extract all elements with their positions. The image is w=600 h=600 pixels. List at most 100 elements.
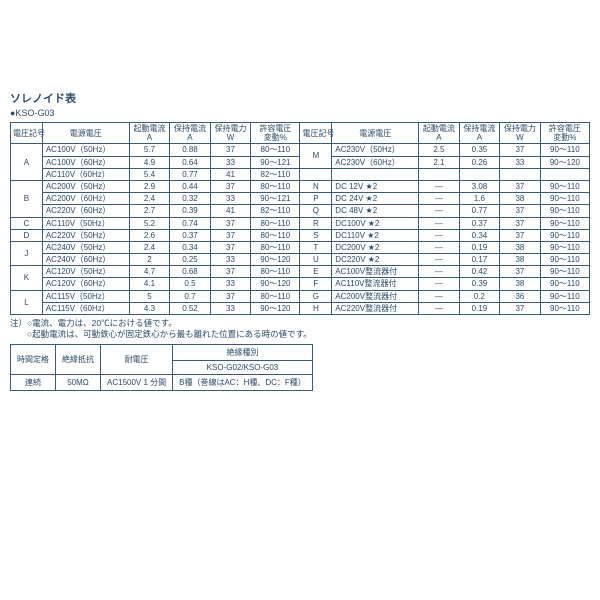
cell: DC220V ★2: [332, 254, 419, 266]
cell: 82～110: [251, 205, 300, 217]
cell: 33: [210, 156, 251, 168]
cell: 90～110: [540, 217, 589, 229]
cell: 4.9: [129, 156, 170, 168]
cell: [332, 168, 419, 180]
cell: AC240V（50Hz）: [42, 241, 129, 253]
cell: DC100V ★2: [332, 217, 419, 229]
cell: 0.32: [170, 193, 211, 205]
cell: 0.77: [170, 168, 211, 180]
table-row: DAC220V（50Hz）2.60.373780～110SDC110V ★2—0…: [11, 229, 590, 241]
cell: 絶縁種別: [173, 345, 313, 361]
cell: R: [300, 217, 332, 229]
cell: M: [300, 144, 332, 168]
cell: [500, 168, 541, 180]
cell: 3.08: [459, 180, 500, 192]
cell: F: [300, 278, 332, 290]
cell: —: [419, 180, 460, 192]
cell: 連続: [11, 375, 56, 391]
cell: 80～110: [251, 290, 300, 302]
cell: 2.5: [419, 144, 460, 156]
cell: 38: [500, 278, 541, 290]
cell: 0.17: [459, 254, 500, 266]
cell: AC115V（60Hz）: [42, 302, 129, 314]
cell: 90～110: [540, 193, 589, 205]
cell: [459, 168, 500, 180]
col-header: 保持電流A: [459, 123, 500, 144]
cell: —: [419, 290, 460, 302]
cell: AC200V（60Hz）: [42, 193, 129, 205]
note-line: ○起動電流は、可動鉄心が固定鉄心から最も離れた位置にある時の値です。: [10, 329, 590, 340]
cell: Q: [300, 205, 332, 217]
cell: AC220V（50Hz）: [42, 229, 129, 241]
cell: 0.34: [170, 241, 211, 253]
cell: [540, 168, 589, 180]
table-row: LAC115V（50Hz）50.73780～110GAC200V整流器付—0.2…: [11, 290, 590, 302]
cell: L: [11, 290, 43, 314]
cell: 90～110: [540, 144, 589, 156]
cell: 2.1: [419, 156, 460, 168]
cell: B: [11, 180, 43, 217]
cell: 37: [500, 144, 541, 156]
cell: —: [419, 193, 460, 205]
cell: 90～121: [251, 193, 300, 205]
cell: 37: [500, 217, 541, 229]
table-row: CAC110V（50Hz）5.20.743780～110RDC100V ★2—0…: [11, 217, 590, 229]
cell: 37: [210, 144, 251, 156]
cell: 38: [500, 241, 541, 253]
cell: 90～110: [540, 254, 589, 266]
col-header: 電源電圧: [42, 123, 129, 144]
cell: —: [419, 229, 460, 241]
cell: B種（巻線はAC：H種、DC：F種）: [173, 375, 313, 391]
cell: 90～120: [251, 278, 300, 290]
cell: 絶縁抵抗: [56, 345, 101, 375]
cell: 0.44: [170, 180, 211, 192]
col-header: 保持電力W: [500, 123, 541, 144]
cell: 37: [210, 217, 251, 229]
cell: 0.39: [459, 278, 500, 290]
cell: AC110V（50Hz）: [42, 217, 129, 229]
col-header: 電圧記号: [11, 123, 43, 144]
col-header: 許容電圧変動%: [251, 123, 300, 144]
cell: DC110V ★2: [332, 229, 419, 241]
cell: K: [11, 266, 43, 290]
col-header: 許容電圧変動%: [540, 123, 589, 144]
cell: 80～110: [251, 266, 300, 278]
cell: 50MΩ: [56, 375, 101, 391]
cell: 37: [210, 290, 251, 302]
cell: 90～110: [540, 278, 589, 290]
cell: 80～110: [251, 180, 300, 192]
cell: AC100V（60Hz）: [42, 156, 129, 168]
cell: —: [419, 217, 460, 229]
cell: 33: [210, 193, 251, 205]
cell: 33: [210, 302, 251, 314]
cell: 0.37: [170, 229, 211, 241]
note-line: 注）○電流、電力は、20℃における値です。: [10, 318, 590, 329]
cell: 0.2: [459, 290, 500, 302]
cell: P: [300, 193, 332, 205]
cell: 0.39: [170, 205, 211, 217]
cell: 0.52: [170, 302, 211, 314]
cell: DC 12V ★2: [332, 180, 419, 192]
cell: AC110V整流器付: [332, 278, 419, 290]
cell: 37: [500, 302, 541, 314]
col-header: 起動電流A: [129, 123, 170, 144]
cell: AC100V（50Hz）: [42, 144, 129, 156]
cell: 41: [210, 205, 251, 217]
cell: AC115V（50Hz）: [42, 290, 129, 302]
cell: 0.77: [459, 205, 500, 217]
table-row: JAC240V（50Hz）2.40.343780～110TDC200V ★2—0…: [11, 241, 590, 253]
cell: DC 48V ★2: [332, 205, 419, 217]
cell: KSO-G02/KSO-G03: [173, 361, 313, 375]
cell: 2.4: [129, 241, 170, 253]
table-title: ソレノイド表: [10, 90, 590, 106]
cell: 38: [500, 254, 541, 266]
cell: 80～110: [251, 217, 300, 229]
cell: [300, 168, 332, 180]
table-row: AC115V（60Hz）4.30.523390～120HAC220V整流器付—0…: [11, 302, 590, 314]
cell: AC110V（60Hz）: [42, 168, 129, 180]
cell: 0.64: [170, 156, 211, 168]
cell: 2.4: [129, 193, 170, 205]
cell: 80～110: [251, 241, 300, 253]
col-header: 電圧記号: [300, 123, 332, 144]
cell: 33: [500, 156, 541, 168]
